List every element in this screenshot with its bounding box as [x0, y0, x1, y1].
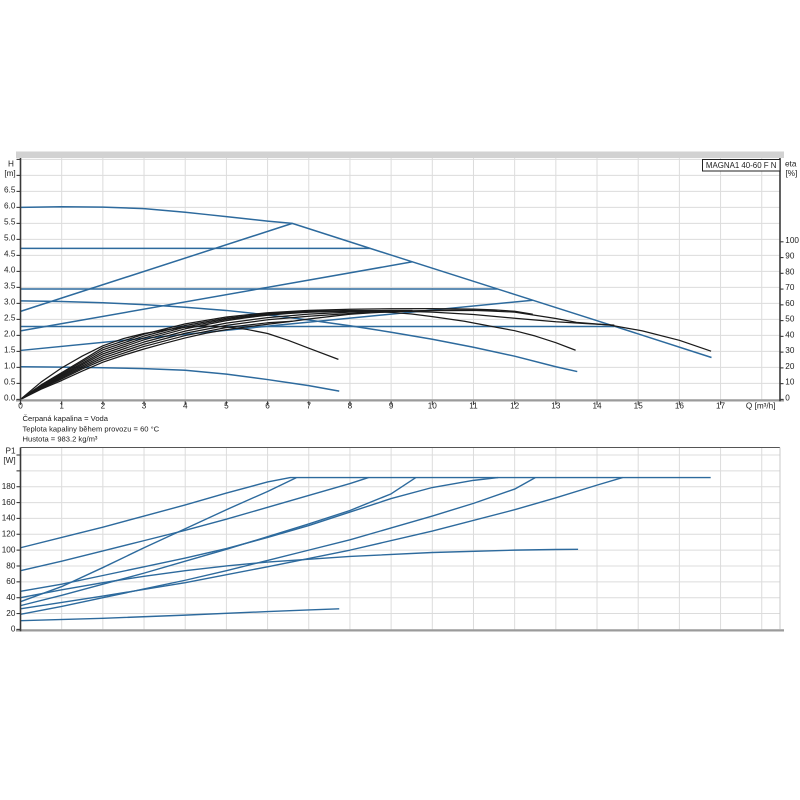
hq-tick-labels: 0.0 0.5 1.0 1.5 2.0 2.5 3.0 3.5 4.0 4.5 5.0 5.5 6.0 6…	[4, 185, 799, 410]
y-left-tick-label: 6.5	[4, 185, 16, 194]
p1-ii-curve	[20, 548, 579, 599]
y-left-tick-label: 5.5	[4, 217, 16, 226]
x-tick-label: 3	[142, 402, 147, 411]
y-right-tick-label: 40	[785, 330, 795, 339]
x-tick-label: 10	[428, 402, 438, 411]
note-temperature: Teplota kapaliny během provozu = 60 °C	[23, 424, 160, 433]
hq-axes	[16, 158, 784, 405]
y-left-tick-label: 20	[6, 609, 16, 618]
x-tick-label: 12	[510, 402, 520, 411]
pp3-curve	[20, 222, 293, 313]
eff-cp2-curve	[20, 309, 498, 400]
note-density: Hustota = 983.2 kg/m³	[23, 435, 98, 444]
p1-y-left-unit: [W]	[3, 456, 15, 465]
y-left-tick-label: 140	[2, 514, 16, 523]
pump-title: MAGNA1 40-60 F N	[706, 161, 777, 170]
p1-series	[20, 476, 711, 622]
p1-y-left-title: P1	[5, 447, 15, 456]
y-left-tick-label: 1.5	[4, 345, 16, 354]
eff-pp2-curve	[20, 309, 413, 400]
p1-pp2-curve	[20, 477, 417, 607]
p1-cp2-curve	[20, 476, 499, 593]
x-tick-label: 2	[101, 402, 106, 411]
y-right-tick-label: 20	[785, 362, 795, 371]
y-right-tick-label: 100	[785, 236, 799, 245]
x-tick-label: 1	[59, 402, 64, 411]
hq-grid	[20, 158, 780, 400]
y-left-tick-label: 0	[11, 625, 16, 634]
header-band	[16, 151, 784, 158]
note-pumped-liquid: Čerpaná kapalina = Voda	[23, 414, 109, 423]
max-speed-curve	[20, 206, 712, 359]
p1-pp1-curve	[20, 476, 536, 616]
hq-y-left-title: H	[8, 159, 14, 168]
y-left-tick-label: 3.5	[4, 281, 16, 290]
x-tick-label: 17	[716, 402, 726, 411]
y-right-tick-label: 70	[785, 283, 795, 292]
hq-chart: 0.0 0.5 1.0 1.5 2.0 2.5 3.0 3.5 4.0 4.5 5.0 5.5 6.0 6…	[4, 158, 799, 411]
y-left-tick-label: 180	[2, 482, 16, 491]
hq-y-left-unit: [m]	[4, 169, 15, 178]
eff-cp3-curve	[20, 311, 371, 400]
speed-ii-curve	[20, 300, 578, 373]
y-right-tick-label: 50	[785, 315, 795, 324]
p1-tick-labels: 0 20 40 60 80 100 120 140 160 180	[2, 482, 16, 634]
liquid-notes: Čerpaná kapalina = Voda Teplota kapaliny…	[23, 414, 160, 444]
y-left-tick-label: 0.0	[4, 393, 16, 402]
y-left-tick-label: 6.0	[4, 201, 16, 210]
y-left-tick-label: 160	[2, 498, 16, 507]
hq-series	[20, 206, 712, 400]
x-tick-label: 4	[183, 402, 188, 411]
x-tick-label: 16	[675, 402, 685, 411]
y-left-tick-label: 80	[6, 561, 16, 570]
x-tick-label: 5	[224, 402, 229, 411]
y-right-tick-label: 80	[785, 267, 795, 276]
x-tick-label: 0	[18, 402, 23, 411]
y-right-tick-label: 10	[785, 378, 795, 387]
p1-chart: 0 20 40 60 80 100 120 140 160 180 P1 [W]	[2, 447, 784, 634]
pump-title-box	[702, 159, 781, 172]
y-left-tick-label: 100	[2, 545, 16, 554]
hq-y-right-title: eta	[785, 160, 797, 169]
p1-cp3-curve	[20, 476, 369, 572]
y-left-tick-label: 5.0	[4, 233, 16, 242]
y-left-tick-label: 4.0	[4, 265, 16, 274]
x-tick-label: 14	[592, 402, 602, 411]
p1-axes	[16, 446, 784, 632]
x-tick-label: 8	[348, 402, 353, 411]
p1-min-curve	[20, 608, 340, 622]
y-right-tick-label: 0	[785, 393, 790, 402]
y-left-tick-label: 2.5	[4, 313, 16, 322]
y-left-tick-label: 4.5	[4, 249, 16, 258]
y-left-tick-label: 120	[2, 530, 16, 539]
y-left-tick-label: 60	[6, 577, 16, 586]
hq-x-title: Q [m³/h]	[746, 402, 776, 411]
x-tick-label: 11	[469, 402, 478, 411]
y-right-tick-label: 30	[785, 346, 795, 355]
y-left-tick-label: 0.5	[4, 377, 16, 386]
p1-max-curve	[20, 476, 711, 549]
y-left-tick-label: 40	[6, 593, 16, 602]
y-left-tick-label: 1.0	[4, 361, 16, 370]
x-tick-label: 9	[389, 402, 394, 411]
eff-max-curve	[20, 309, 712, 400]
x-tick-label: 13	[551, 402, 561, 411]
hq-y-right-unit: [%]	[786, 169, 798, 178]
y-right-tick-label: 90	[785, 252, 795, 261]
x-tick-label: 15	[634, 402, 644, 411]
eff-pp1-curve	[20, 307, 533, 400]
x-tick-label: 7	[306, 402, 311, 411]
x-tick-label: 6	[265, 402, 270, 411]
pp2-curve	[20, 261, 413, 332]
y-left-tick-label: 2.0	[4, 329, 16, 338]
y-left-tick-label: 3.0	[4, 297, 16, 306]
y-right-tick-label: 60	[785, 299, 795, 308]
eff-pp3-curve	[20, 320, 293, 400]
p1-cp1-curve	[20, 476, 623, 610]
